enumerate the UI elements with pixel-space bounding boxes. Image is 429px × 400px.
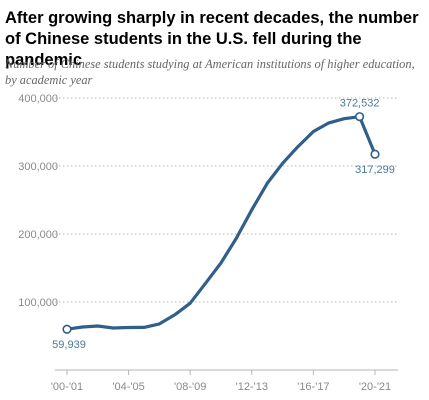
data-label: 372,532 bbox=[340, 98, 380, 110]
x-tick-label: '16-'17 bbox=[297, 381, 329, 393]
data-point-marker bbox=[62, 324, 72, 334]
chart-title: After growing sharply in recent decades,… bbox=[5, 9, 419, 69]
y-tick-label: 300,000 bbox=[18, 161, 58, 173]
data-point-marker bbox=[355, 112, 365, 122]
x-tick-label: '12-'13 bbox=[236, 381, 268, 393]
y-tick-label: 100,000 bbox=[18, 297, 58, 309]
x-tick-label: '00-'01 bbox=[51, 381, 83, 393]
data-label: 317,299 bbox=[355, 164, 395, 176]
y-tick-label: 400,000 bbox=[18, 93, 58, 105]
data-point-marker bbox=[370, 149, 380, 159]
x-tick-label: '08-'09 bbox=[174, 381, 206, 393]
data-label: 59,939 bbox=[52, 339, 86, 351]
chart-subtitle: Number of Chinese students studying at A… bbox=[5, 57, 415, 87]
x-tick-label: '20-'21 bbox=[359, 381, 391, 393]
y-tick-label: 200,000 bbox=[18, 229, 58, 241]
series-line bbox=[65, 115, 377, 331]
x-tick-label: '04-'05 bbox=[112, 381, 144, 393]
